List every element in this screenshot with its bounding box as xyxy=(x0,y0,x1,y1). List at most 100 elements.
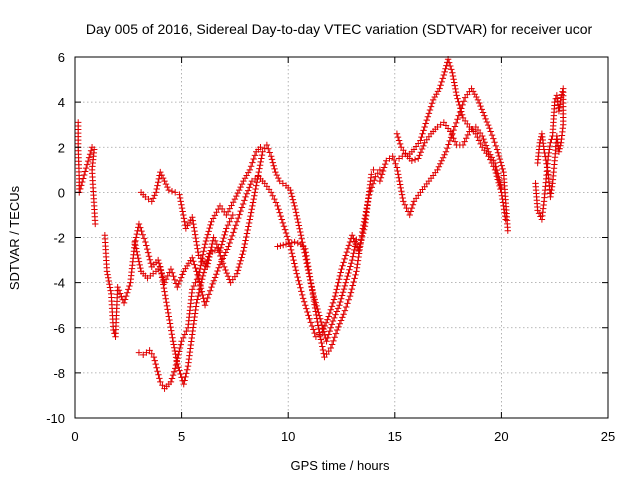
data-mark-dense xyxy=(167,323,174,331)
x-tick-label: 0 xyxy=(71,429,78,444)
data-mark-dense xyxy=(364,201,371,208)
data-mark-dense xyxy=(181,331,188,338)
data-mark-dense xyxy=(542,156,550,164)
data-mark-dense xyxy=(497,181,504,188)
data-mark-dense xyxy=(304,259,311,266)
data-point xyxy=(555,107,563,115)
data-mark-dense xyxy=(392,160,399,167)
data-mark-dense xyxy=(266,149,273,156)
data-mark-dense xyxy=(481,139,488,146)
data-mark-dense xyxy=(453,119,460,127)
data-point xyxy=(353,268,360,275)
data-mark-dense xyxy=(170,273,177,280)
data-mark-dense xyxy=(320,350,327,357)
data-mark-dense xyxy=(307,276,314,284)
data-mark-dense xyxy=(280,241,287,249)
data-mark-dense xyxy=(500,206,508,213)
data-mark-dense xyxy=(121,296,129,303)
data-mark-dense xyxy=(395,171,402,178)
data-mark-dense xyxy=(369,180,377,188)
data-point xyxy=(353,236,360,243)
data-point xyxy=(370,166,377,174)
y-tick-label: -6 xyxy=(53,321,65,336)
data-mark-dense xyxy=(313,315,321,322)
data-point xyxy=(498,184,505,192)
data-mark-dense xyxy=(277,212,284,220)
data-mark-dense xyxy=(295,277,302,284)
data-point xyxy=(174,283,181,291)
data-mark-dense xyxy=(351,275,358,282)
data-mark-dense xyxy=(189,217,197,224)
data-mark-dense xyxy=(251,152,259,159)
data-mark-dense xyxy=(320,328,328,335)
data-mark-dense xyxy=(305,266,312,273)
data-mark-dense xyxy=(358,232,365,239)
data-point xyxy=(400,198,407,205)
data-point xyxy=(504,227,511,234)
data-mark-dense xyxy=(350,250,357,257)
data-point xyxy=(272,168,279,176)
data-mark-dense xyxy=(229,199,237,206)
data-mark-dense xyxy=(330,296,338,303)
data-mark-dense xyxy=(556,104,563,111)
data-mark-dense xyxy=(249,202,256,210)
data-mark-dense xyxy=(318,339,325,347)
data-mark-dense xyxy=(452,85,459,93)
data-mark-dense xyxy=(170,368,178,375)
data-mark-dense xyxy=(310,294,317,301)
data-mark-dense xyxy=(439,75,446,82)
data-mark-dense xyxy=(344,272,351,280)
data-mark-dense xyxy=(256,162,264,169)
data-mark-dense xyxy=(285,240,293,247)
data-mark-dense xyxy=(482,115,489,123)
data-mark-dense xyxy=(433,91,440,98)
data-point xyxy=(449,69,456,76)
y-tick-label: -8 xyxy=(53,366,65,381)
data-mark-dense xyxy=(484,145,491,152)
data-mark-dense xyxy=(232,222,240,229)
data-mark-dense xyxy=(234,267,242,274)
data-mark-dense xyxy=(133,230,141,238)
data-mark-dense xyxy=(332,311,339,318)
data-point xyxy=(314,322,322,329)
data-mark-dense xyxy=(490,135,497,142)
data-point xyxy=(246,166,254,174)
data-mark-dense xyxy=(235,186,243,194)
data-mark-dense xyxy=(159,382,166,389)
data-mark-dense xyxy=(303,252,310,259)
data-mark-dense xyxy=(164,306,171,313)
data-mark-dense xyxy=(132,234,140,241)
y-tick-label: 6 xyxy=(58,50,65,65)
data-mark-dense xyxy=(178,204,186,212)
data-mark-dense xyxy=(368,184,375,191)
data-point xyxy=(329,317,337,325)
data-mark-dense xyxy=(251,192,258,199)
data-mark-dense xyxy=(126,282,133,290)
data-mark-dense xyxy=(336,272,344,280)
data-point xyxy=(267,189,275,196)
data-mark-dense xyxy=(455,98,462,106)
data-mark-dense xyxy=(249,159,256,166)
data-mark-dense xyxy=(177,198,184,205)
data-mark-dense xyxy=(132,245,140,252)
data-point xyxy=(176,191,183,198)
data-mark-dense xyxy=(160,281,167,288)
data-mark-dense xyxy=(166,320,174,327)
data-point xyxy=(246,216,254,223)
data-mark-dense xyxy=(226,239,233,247)
data-mark-dense xyxy=(194,292,202,300)
data-mark-dense xyxy=(243,233,250,241)
data-point xyxy=(348,232,356,239)
data-mark-dense xyxy=(307,319,314,326)
data-point xyxy=(233,270,241,277)
data-point xyxy=(415,155,422,162)
data-mark-dense xyxy=(332,330,340,337)
data-point xyxy=(282,241,290,248)
data-mark-dense xyxy=(202,237,210,245)
data-mark-dense xyxy=(206,253,213,261)
data-mark-dense xyxy=(438,157,445,164)
data-mark-dense xyxy=(304,263,312,270)
data-point xyxy=(280,223,288,230)
data-point xyxy=(240,247,247,255)
data-mark-dense xyxy=(313,311,320,319)
